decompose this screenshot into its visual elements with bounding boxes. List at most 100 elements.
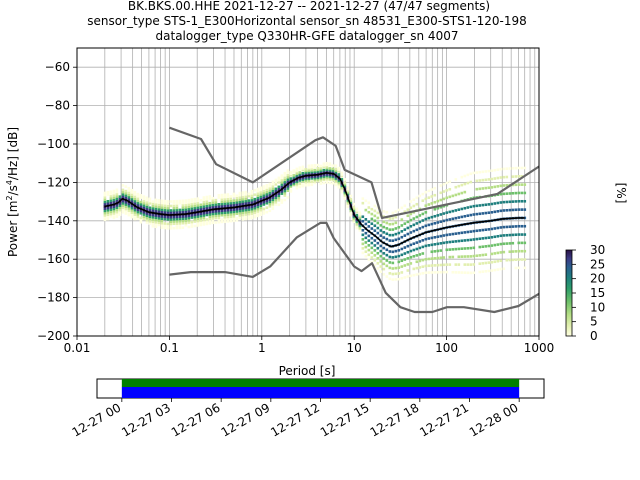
density-cell [424, 271, 428, 274]
density-cell [418, 227, 422, 230]
density-cell [169, 211, 173, 215]
density-cell [478, 179, 482, 182]
density-cell [319, 177, 323, 181]
density-cell [130, 213, 134, 217]
density-cell [391, 211, 395, 215]
density-cell [109, 208, 113, 211]
density-cell [499, 242, 503, 246]
density-cell [391, 228, 395, 231]
density-cell [301, 173, 305, 177]
density-cell [211, 199, 215, 202]
density-cell [280, 201, 284, 204]
density-cell [505, 200, 509, 204]
density-cell [232, 217, 236, 220]
density-cell [439, 249, 443, 252]
density-cell [361, 201, 365, 205]
density-cell [463, 255, 467, 258]
density-cell [409, 225, 413, 228]
density-cell [412, 223, 416, 227]
density-cell [103, 202, 107, 206]
density-cell [292, 174, 296, 177]
density-cell [307, 182, 311, 185]
density-cell [238, 193, 242, 197]
density-cell [448, 210, 452, 214]
density-cell [340, 174, 344, 178]
density-cell [367, 244, 371, 247]
density-cell [169, 209, 173, 212]
density-cell [328, 181, 332, 185]
density-cell [157, 219, 161, 222]
timeline-tick-label: 12-27 18 [368, 400, 422, 439]
density-cell [160, 224, 164, 227]
density-cell [451, 255, 455, 259]
density-cell [160, 221, 164, 225]
density-cell [496, 259, 500, 263]
y-tick-label: −140 [37, 214, 70, 228]
density-cell [220, 204, 224, 208]
density-cell [289, 170, 293, 174]
density-cell [358, 216, 362, 219]
density-cell [274, 189, 278, 193]
density-cell [166, 206, 170, 210]
density-cell [496, 234, 500, 238]
density-cell [274, 194, 278, 197]
density-cell [493, 268, 497, 272]
y-tick-label: −180 [37, 291, 70, 305]
density-cell [382, 220, 386, 224]
density-cell [502, 175, 506, 179]
density-cell [142, 206, 146, 210]
density-cell [490, 186, 494, 189]
density-cell [352, 218, 356, 222]
density-cell [478, 204, 482, 207]
density-cell [154, 207, 158, 211]
density-cell [439, 213, 443, 216]
density-cell [277, 185, 281, 189]
density-cell [187, 203, 191, 206]
density-cell [484, 211, 488, 215]
density-cell [166, 204, 170, 208]
density-cell [421, 192, 425, 196]
density-cell [511, 200, 515, 203]
density-cell [166, 224, 170, 228]
density-cell [421, 199, 425, 203]
x-axis-label: Period [s] [279, 364, 336, 378]
density-cell [181, 201, 185, 205]
density-cell [400, 253, 404, 257]
density-cell [214, 198, 218, 202]
density-cell [379, 265, 383, 268]
density-cell [304, 177, 308, 181]
density-cell [469, 230, 473, 233]
density-cell [214, 210, 218, 213]
density-cell [175, 226, 179, 230]
density-cell [493, 177, 497, 180]
density-cell [448, 233, 452, 236]
density-cell [130, 188, 134, 192]
density-cell [298, 179, 302, 182]
density-cell [241, 211, 245, 215]
density-cell [142, 204, 146, 207]
density-cell [379, 249, 383, 253]
density-cell [427, 216, 431, 220]
density-cell [133, 215, 137, 219]
density-cell [382, 231, 386, 234]
density-cell [424, 217, 428, 221]
density-cell [460, 231, 464, 235]
density-cell [433, 221, 437, 225]
density-cell [268, 204, 272, 208]
density-cell [295, 185, 299, 188]
density-cell [511, 225, 515, 228]
density-cell [265, 188, 269, 192]
density-cell [136, 215, 140, 218]
density-cell [301, 183, 305, 186]
density-cell [127, 204, 131, 208]
density-cell [229, 215, 233, 218]
density-cell [190, 216, 194, 219]
density-cell [235, 212, 239, 215]
density-cell [523, 199, 527, 203]
density-cell [466, 271, 470, 275]
density-cell [454, 193, 458, 197]
colorbar-tick-label: 15 [590, 286, 605, 300]
density-cell [130, 209, 134, 212]
density-cell [244, 202, 248, 205]
density-cell [361, 251, 365, 255]
